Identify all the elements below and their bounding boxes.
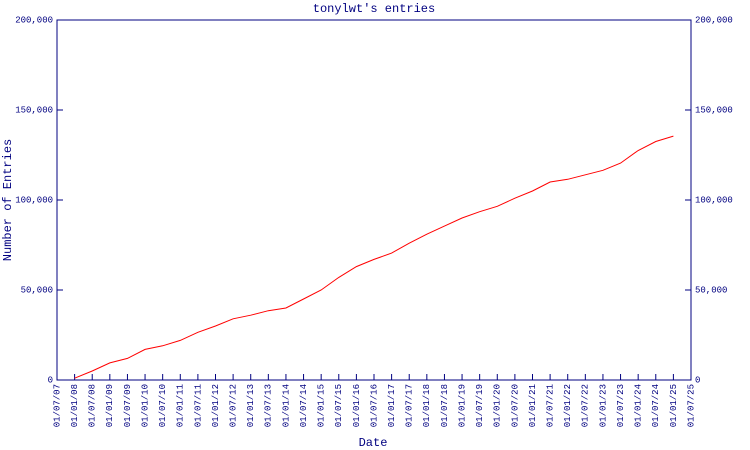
x-tick-label: 01/01/20 bbox=[493, 384, 503, 427]
y-tick-label: 50,000 bbox=[21, 285, 53, 295]
x-tick-label: 01/07/20 bbox=[510, 384, 520, 427]
x-tick-label: 01/07/25 bbox=[686, 384, 696, 427]
x-tick-label: 01/01/25 bbox=[669, 384, 679, 427]
x-tick-label: 01/07/11 bbox=[193, 384, 203, 427]
x-tick-label: 01/07/07 bbox=[52, 384, 62, 427]
x-tick-label: 01/01/22 bbox=[563, 384, 573, 427]
y2-tick-label: 100,000 bbox=[695, 195, 733, 205]
x-tick-label: 01/07/23 bbox=[616, 384, 626, 427]
x-tick-label: 01/01/15 bbox=[317, 384, 327, 427]
x-tick-label: 01/01/13 bbox=[246, 384, 256, 427]
plot-frame bbox=[56, 19, 692, 381]
x-tick-label: 01/07/08 bbox=[88, 384, 98, 427]
x-tick-label: 01/07/21 bbox=[545, 384, 555, 427]
data-line bbox=[74, 135, 674, 379]
y2-tick-label: 200,000 bbox=[695, 15, 733, 25]
x-tick-label: 01/01/12 bbox=[211, 384, 221, 427]
x-tick-label: 01/01/21 bbox=[528, 384, 538, 427]
y-tick-label: 200,000 bbox=[15, 15, 53, 25]
x-tick-label: 01/01/17 bbox=[387, 384, 397, 427]
y-tick-label: 100,000 bbox=[15, 195, 53, 205]
x-tick-label: 01/01/08 bbox=[70, 384, 80, 427]
y2-tick-label: 0 bbox=[695, 375, 700, 385]
x-tick-label: 01/01/09 bbox=[105, 384, 115, 427]
x-tick-label: 01/01/24 bbox=[634, 384, 644, 427]
x-tick-label: 01/07/22 bbox=[581, 384, 591, 427]
x-tick-label: 01/07/19 bbox=[475, 384, 485, 427]
x-tick-label: 01/07/17 bbox=[405, 384, 415, 427]
y-tick-label: 150,000 bbox=[15, 105, 53, 115]
x-tick-label: 01/07/14 bbox=[299, 384, 309, 427]
x-tick-label: 01/01/23 bbox=[598, 384, 608, 427]
y2-tick-label: 150,000 bbox=[695, 105, 733, 115]
x-tick-label: 01/01/10 bbox=[140, 384, 150, 427]
x-tick-label: 01/01/11 bbox=[176, 384, 186, 427]
x-tick-label: 01/07/15 bbox=[334, 384, 344, 427]
x-tick-label: 01/07/10 bbox=[158, 384, 168, 427]
x-tick-label: 01/07/18 bbox=[440, 384, 450, 427]
x-tick-label: 01/07/16 bbox=[369, 384, 379, 427]
x-tick-label: 01/07/12 bbox=[228, 384, 238, 427]
x-axis-label: Date bbox=[359, 436, 388, 450]
y-tick-label: 0 bbox=[48, 375, 53, 385]
y-axis-label: Number of Entries bbox=[1, 139, 15, 261]
x-tick-label: 01/07/13 bbox=[264, 384, 274, 427]
chart-title: tonylwt's entries bbox=[313, 2, 435, 16]
x-tick-label: 01/07/24 bbox=[651, 384, 661, 427]
x-tick-label: 01/01/16 bbox=[352, 384, 362, 427]
x-tick-label: 01/07/09 bbox=[123, 384, 133, 427]
x-tick-label: 01/01/14 bbox=[281, 384, 291, 427]
x-tick-label: 01/01/18 bbox=[422, 384, 432, 427]
y2-tick-label: 50,000 bbox=[695, 285, 727, 295]
x-tick-label: 01/01/19 bbox=[457, 384, 467, 427]
